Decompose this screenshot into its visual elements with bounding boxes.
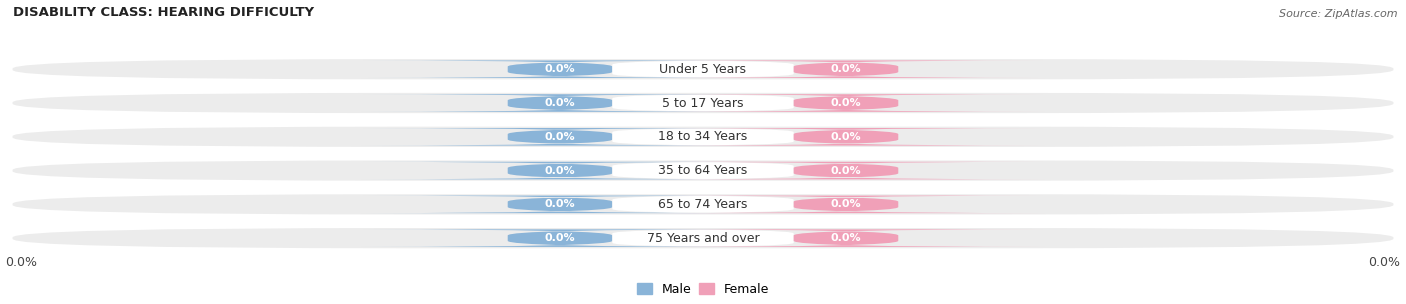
- Text: 0.0%: 0.0%: [544, 132, 575, 142]
- Text: DISABILITY CLASS: HEARING DIFFICULTY: DISABILITY CLASS: HEARING DIFFICULTY: [13, 5, 314, 19]
- Text: 0.0%: 0.0%: [1368, 256, 1400, 269]
- FancyBboxPatch shape: [361, 229, 759, 247]
- FancyBboxPatch shape: [647, 195, 1045, 213]
- Text: 0.0%: 0.0%: [544, 166, 575, 176]
- Text: 0.0%: 0.0%: [831, 98, 862, 108]
- FancyBboxPatch shape: [13, 228, 1393, 248]
- Text: 18 to 34 Years: 18 to 34 Years: [658, 130, 748, 143]
- FancyBboxPatch shape: [647, 60, 1045, 78]
- FancyBboxPatch shape: [13, 194, 1393, 215]
- Text: 0.0%: 0.0%: [831, 64, 862, 74]
- Text: 0.0%: 0.0%: [544, 233, 575, 243]
- FancyBboxPatch shape: [613, 60, 793, 78]
- Text: 0.0%: 0.0%: [831, 233, 862, 243]
- FancyBboxPatch shape: [647, 94, 1045, 112]
- Legend: Male, Female: Male, Female: [631, 278, 775, 301]
- FancyBboxPatch shape: [361, 60, 759, 78]
- Text: 5 to 17 Years: 5 to 17 Years: [662, 96, 744, 109]
- FancyBboxPatch shape: [13, 127, 1393, 147]
- FancyBboxPatch shape: [647, 229, 1045, 247]
- Text: 0.0%: 0.0%: [544, 64, 575, 74]
- FancyBboxPatch shape: [613, 94, 793, 112]
- FancyBboxPatch shape: [361, 162, 759, 179]
- Text: Source: ZipAtlas.com: Source: ZipAtlas.com: [1279, 9, 1398, 19]
- Text: 65 to 74 Years: 65 to 74 Years: [658, 198, 748, 211]
- Text: 0.0%: 0.0%: [831, 132, 862, 142]
- Text: 0.0%: 0.0%: [6, 256, 38, 269]
- Text: 75 Years and over: 75 Years and over: [647, 232, 759, 245]
- FancyBboxPatch shape: [647, 128, 1045, 146]
- FancyBboxPatch shape: [361, 195, 759, 213]
- FancyBboxPatch shape: [613, 162, 793, 179]
- FancyBboxPatch shape: [361, 128, 759, 146]
- FancyBboxPatch shape: [613, 229, 793, 247]
- Text: Under 5 Years: Under 5 Years: [659, 63, 747, 76]
- Text: 0.0%: 0.0%: [544, 199, 575, 209]
- Text: 35 to 64 Years: 35 to 64 Years: [658, 164, 748, 177]
- Text: 0.0%: 0.0%: [831, 166, 862, 176]
- FancyBboxPatch shape: [13, 59, 1393, 79]
- FancyBboxPatch shape: [647, 162, 1045, 179]
- Text: 0.0%: 0.0%: [544, 98, 575, 108]
- FancyBboxPatch shape: [613, 128, 793, 146]
- FancyBboxPatch shape: [13, 93, 1393, 113]
- FancyBboxPatch shape: [361, 94, 759, 112]
- Text: 0.0%: 0.0%: [831, 199, 862, 209]
- FancyBboxPatch shape: [13, 161, 1393, 181]
- FancyBboxPatch shape: [613, 195, 793, 213]
